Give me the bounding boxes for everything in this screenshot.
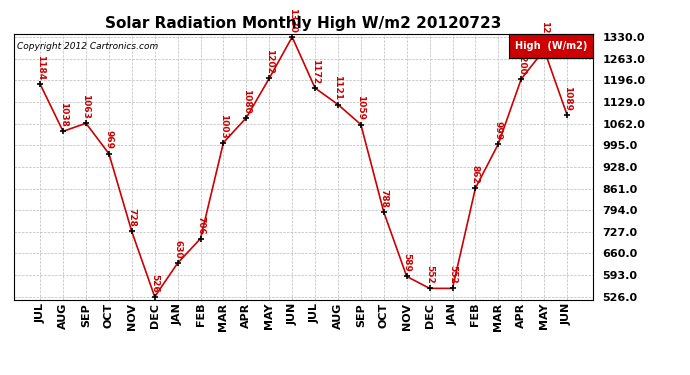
Text: 1184: 1184 bbox=[36, 55, 45, 80]
Text: 1003: 1003 bbox=[219, 114, 228, 138]
Text: 728: 728 bbox=[127, 209, 137, 227]
Text: 706: 706 bbox=[196, 216, 205, 234]
Title: Solar Radiation Monthly High W/m2 20120723: Solar Radiation Monthly High W/m2 201207… bbox=[106, 16, 502, 31]
Text: 999: 999 bbox=[494, 121, 503, 140]
Text: 1063: 1063 bbox=[81, 94, 90, 119]
Text: 1202: 1202 bbox=[265, 49, 274, 74]
Text: 862: 862 bbox=[471, 165, 480, 184]
Text: 1089: 1089 bbox=[562, 86, 571, 111]
Text: 1330: 1330 bbox=[288, 8, 297, 33]
Text: 630: 630 bbox=[173, 240, 182, 259]
Text: Copyright 2012 Cartronics.com: Copyright 2012 Cartronics.com bbox=[17, 42, 158, 51]
Text: 969: 969 bbox=[104, 130, 113, 150]
Text: 1059: 1059 bbox=[356, 95, 366, 120]
Text: 589: 589 bbox=[402, 254, 411, 272]
Text: 526: 526 bbox=[150, 274, 159, 292]
Text: 552: 552 bbox=[425, 266, 434, 284]
Text: 788: 788 bbox=[380, 189, 388, 208]
Text: 1038: 1038 bbox=[59, 102, 68, 127]
Text: 1290: 1290 bbox=[540, 21, 549, 46]
Text: 1121: 1121 bbox=[333, 75, 342, 100]
Text: 1080: 1080 bbox=[241, 89, 251, 114]
Text: 552: 552 bbox=[448, 266, 457, 284]
Text: 1172: 1172 bbox=[310, 59, 319, 84]
Text: 1200: 1200 bbox=[517, 50, 526, 75]
